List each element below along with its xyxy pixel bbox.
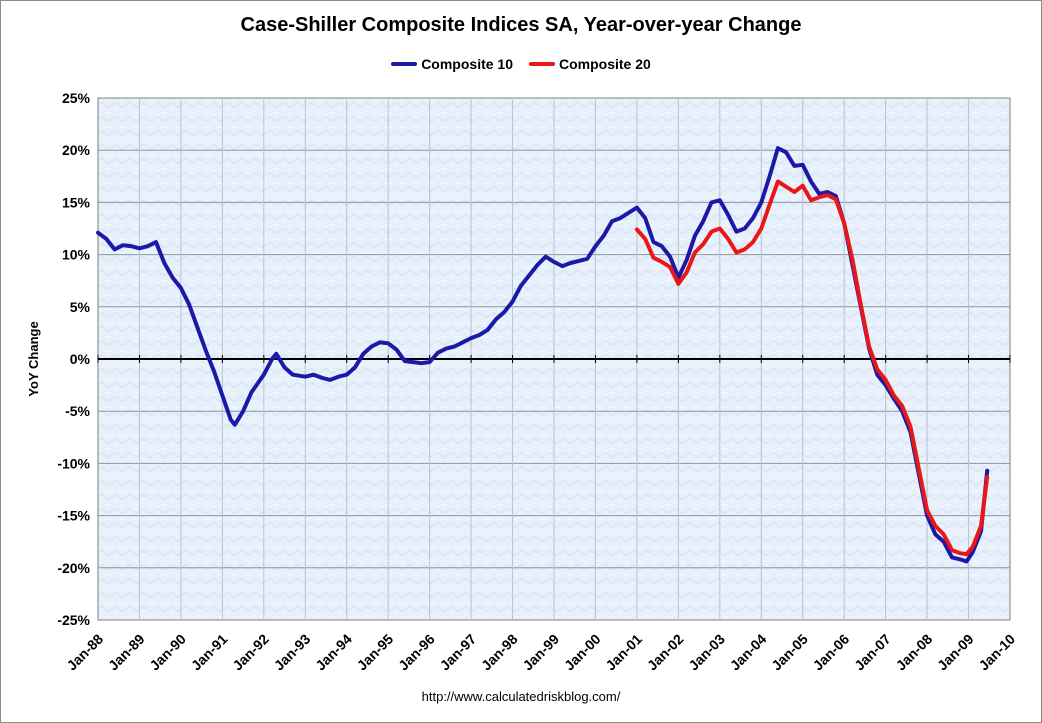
legend-item-composite-20: Composite 20 xyxy=(529,56,651,72)
legend-swatch-composite-10 xyxy=(391,62,418,66)
x-tick-label: Jan-02 xyxy=(644,631,687,674)
series-line-composite-20 xyxy=(634,179,990,557)
y-axis-label: YoY Change xyxy=(26,321,41,396)
x-tick-label: Jan-92 xyxy=(229,631,272,674)
x-tick-label: Jan-00 xyxy=(561,631,604,674)
x-tick-label: Jan-03 xyxy=(685,631,728,674)
y-tick-label: -15% xyxy=(57,508,90,524)
x-tick-label: Jan-94 xyxy=(312,631,355,674)
x-tick-label: Jan-90 xyxy=(146,631,189,674)
y-tick-label: 0% xyxy=(70,351,91,367)
x-tick-label: Jan-88 xyxy=(63,631,106,674)
x-tick-label: Jan-93 xyxy=(271,631,314,674)
x-tick-label: Jan-07 xyxy=(851,631,894,674)
x-tick-label: Jan-97 xyxy=(437,631,480,674)
x-tick-label: Jan-91 xyxy=(188,631,231,674)
y-tick-label: -10% xyxy=(57,455,90,471)
y-tick-label: 5% xyxy=(70,299,91,315)
source-url: http://www.calculatedriskblog.com/ xyxy=(421,689,621,704)
y-tick-label: -20% xyxy=(57,560,90,576)
legend: Composite 10 Composite 20 xyxy=(0,56,1042,72)
legend-label-composite-20: Composite 20 xyxy=(559,56,651,72)
x-tick-label: Jan-95 xyxy=(354,631,397,674)
y-tick-label: -5% xyxy=(65,403,90,419)
x-tick-label: Jan-01 xyxy=(602,631,645,674)
y-tick-label: 20% xyxy=(62,142,91,158)
y-tick-label: 10% xyxy=(62,247,91,263)
chart-title: Case-Shiller Composite Indices SA, Year-… xyxy=(240,14,802,36)
x-tick-label: Jan-05 xyxy=(768,631,811,674)
x-tick-label: Jan-10 xyxy=(975,631,1018,674)
x-tick-label: Jan-96 xyxy=(395,631,438,674)
x-tick-label: Jan-98 xyxy=(478,631,521,674)
legend-label-composite-10: Composite 10 xyxy=(421,56,513,72)
x-tick-label: Jan-99 xyxy=(519,631,562,674)
legend-swatch-composite-20 xyxy=(529,62,555,66)
y-tick-label: 15% xyxy=(62,194,91,210)
y-tick-label: -25% xyxy=(57,612,90,628)
x-tick-label: Jan-09 xyxy=(934,631,977,674)
x-tick-label: Jan-06 xyxy=(810,631,853,674)
x-tick-label: Jan-04 xyxy=(727,631,770,674)
y-tick-label: 25% xyxy=(62,90,91,106)
x-tick-label: Jan-08 xyxy=(893,631,936,674)
x-tick-label: Jan-89 xyxy=(105,631,148,674)
legend-item-composite-10: Composite 10 xyxy=(391,56,513,72)
